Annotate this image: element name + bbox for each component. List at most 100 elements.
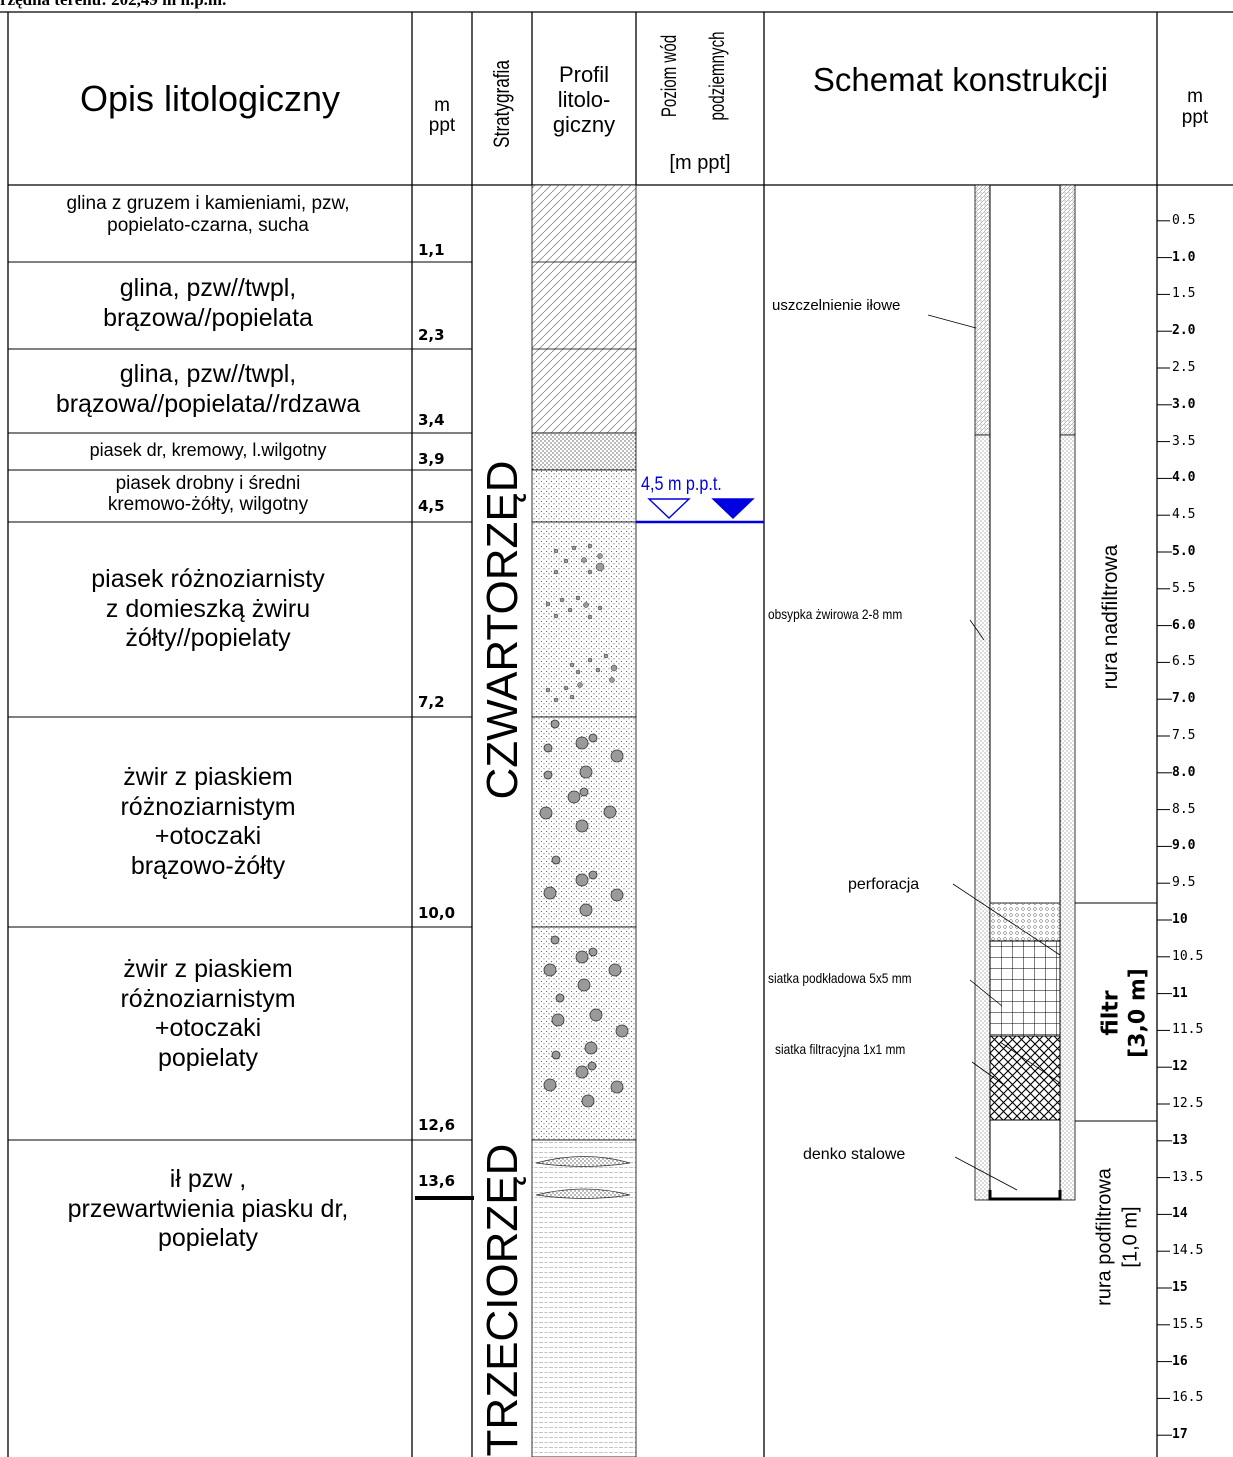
- label-filter-length: [3,0 m]: [1125, 968, 1151, 1058]
- layer-2-description: glina, pzw//twpl, brązowa//popielata: [8, 274, 408, 333]
- header-depth: m ppt: [412, 96, 472, 136]
- label-blind-casing: rura nadfiltrowa: [1099, 544, 1122, 690]
- scale-tick-label: 17: [1172, 1427, 1188, 1443]
- lithology-profile-column: [531, 184, 637, 1457]
- scale-tick-label: 10: [1172, 912, 1188, 927]
- label-filter-mesh: siatka filtracyjna 1x1 mm: [775, 1041, 906, 1057]
- scale-tick-label: 15: [1172, 1280, 1188, 1295]
- scale-tick-label: 9.5: [1172, 875, 1196, 891]
- scale-tick-label: 6.5: [1172, 654, 1196, 670]
- header-profile-line-1: Profil: [558, 62, 610, 87]
- layer-8-line-1: żwir z piaskiem: [123, 955, 293, 983]
- label-clay-seal: uszczelnienie iłowe: [772, 297, 901, 314]
- scale-tick-label: 4.0: [1172, 470, 1196, 486]
- layer-3-line-2: brązowa//popielata//rdzawa: [55, 389, 361, 418]
- scale-tick-label: 15.5: [1172, 1316, 1204, 1332]
- scale-tick-label: 1.5: [1172, 286, 1196, 302]
- layer-7-line-1: żwir z piaskiem: [123, 763, 293, 791]
- layer-6-depth: 7,2: [418, 693, 445, 711]
- scale-tick-label: 13: [1172, 1132, 1188, 1148]
- scale-tick-label: 16.5: [1172, 1390, 1204, 1406]
- scale-tick-label: 11: [1172, 985, 1188, 1001]
- scale-tick-label: 14: [1172, 1206, 1188, 1222]
- layer-8-line-2: różnoziarnistym: [120, 984, 296, 1013]
- layer-5-line-2: kremowo-żółty, wilgotny: [107, 493, 309, 515]
- layer-8-line-4: popielaty: [157, 1043, 259, 1072]
- header-profile-line-2: litolo-: [557, 87, 611, 112]
- layer-7-line-2: różnoziarnistym: [120, 792, 296, 821]
- layer-3-description: glina, pzw//twpl, brązowa//popielata//rd…: [8, 360, 408, 419]
- label-gravel-pack: obsypka żwirowa 2-8 mm: [768, 606, 903, 622]
- layer-7-depth: 10,0: [418, 904, 456, 922]
- layer-7-line-3: +otoczaki: [154, 822, 262, 850]
- layer-8-depth: 12,6: [418, 1116, 456, 1134]
- layer-4-depth: 3,9: [418, 450, 445, 468]
- scale-tick-label: 12.5: [1172, 1096, 1204, 1111]
- scale-tick-label: 8.5: [1172, 801, 1196, 817]
- layer-7-line-4: brązowo-żółty: [130, 851, 286, 880]
- header-right-depth-ref: ppt: [1181, 107, 1209, 128]
- scale-tick-label: 11.5: [1172, 1022, 1204, 1038]
- scale-tick-label: 6.0: [1172, 617, 1196, 633]
- scale-tick-label: 0.5: [1172, 212, 1196, 228]
- header-lithological-description: Opis litologiczny: [79, 77, 341, 119]
- layer-9-line-1: ił pzw ,: [169, 1165, 247, 1193]
- scale-tick-label: 13.5: [1172, 1169, 1204, 1185]
- layer-2-line-1: glina, pzw//twpl,: [119, 274, 297, 302]
- scale-tick-label: 10.5: [1172, 948, 1204, 964]
- label-sump-casing: rura podfiltrowa: [1093, 1168, 1116, 1306]
- layer-8-line-3: +otoczaki: [154, 1014, 262, 1042]
- layer-5-line-1: piasek drobny i średni: [115, 473, 301, 494]
- stratigraphy-quaternary: CZWARTORZĘD: [478, 460, 527, 800]
- layer-9-depth: 13,6: [418, 1172, 456, 1190]
- layer-9-line-3: popielaty: [157, 1224, 259, 1252]
- header-profile-line-3: giczny: [552, 112, 616, 137]
- label-steel-bottom: denko stalowe: [803, 1146, 906, 1163]
- groundwater-level-marker: [636, 498, 764, 524]
- layer-9-line-2: przewartwienia piasku dr,: [67, 1194, 349, 1223]
- well-construction: [927, 184, 1157, 1201]
- scale-tick-label: 2.5: [1172, 360, 1196, 375]
- label-perforation: perforacja: [848, 876, 920, 893]
- header-lithological-profile: Profil litolo- giczny: [532, 62, 636, 137]
- header-construction-schema: Schemat konstrukcji: [812, 61, 1109, 98]
- scale-tick-label: 12: [1172, 1059, 1188, 1075]
- scale-tick-label: 9.0: [1172, 838, 1196, 854]
- layer-2-depth: 2,3: [418, 326, 445, 344]
- scale-tick-label: 7.0: [1172, 691, 1196, 707]
- header-stratigraphy: Stratygrafia: [489, 60, 514, 148]
- scale-tick-label: 2.0: [1172, 323, 1196, 339]
- ground-elevation-label: rzędna terenu: 202,49 m n.p.m.: [0, 0, 226, 8]
- layer-1-depth: 1,1: [418, 241, 445, 259]
- layer-6-line-2: z domieszką żwiru: [105, 594, 311, 623]
- layer-1-description: glina z gruzem i kamieniami, pzw, popiel…: [8, 193, 408, 238]
- scale-tick-label: 3.0: [1172, 396, 1196, 412]
- layer-7-description: żwir z piaskiem różnoziarnistym +otoczak…: [8, 763, 408, 881]
- header-right-depth: m ppt: [1157, 86, 1233, 128]
- layer-4-description: piasek dr, kremowy, l.wilgotny: [8, 440, 408, 461]
- layer-6-line-3: żółty//popielaty: [125, 624, 291, 652]
- layer-3-depth: 3,4: [418, 411, 445, 429]
- header-right-depth-unit: m: [1187, 86, 1203, 107]
- scale-tick-label: 16: [1172, 1353, 1188, 1369]
- layer-5-depth: 4,5: [418, 497, 445, 515]
- header-depth-unit: m: [434, 95, 450, 116]
- layer-4-line-1: piasek dr, kremowy, l.wilgotny: [89, 440, 327, 460]
- layer-8-description: żwir z piaskiem różnoziarnistym +otoczak…: [8, 955, 408, 1073]
- header-water-level-1: Poziom wód: [658, 34, 681, 118]
- label-sump-length: [1,0 m]: [1119, 1206, 1142, 1268]
- layer-6-line-1: piasek różnoziarnisty: [91, 565, 325, 593]
- scale-tick-label: 1.0: [1172, 249, 1196, 265]
- scale-tick-label: 8.0: [1172, 764, 1196, 780]
- layer-2-line-2: brązowa//popielata: [103, 303, 313, 332]
- layer-5-description: piasek drobny i średni kremowo-żółty, wi…: [8, 473, 408, 516]
- layer-6-description: piasek różnoziarnisty z domieszką żwiru …: [8, 565, 408, 654]
- label-filter: filtr: [1098, 990, 1124, 1036]
- layer-9-description: ił pzw , przewartwienia piasku dr, popie…: [8, 1165, 408, 1254]
- scale-tick-label: 4.5: [1172, 507, 1196, 523]
- stratigraphy-tertiary: TRZECIORZĘD: [478, 1143, 527, 1457]
- header-depth-ref: ppt: [428, 115, 456, 136]
- water-level-label: 4,5 m p.p.t.: [641, 474, 722, 495]
- layer-1-line-1: glina z gruzem i kamieniami, pzw,: [66, 193, 350, 214]
